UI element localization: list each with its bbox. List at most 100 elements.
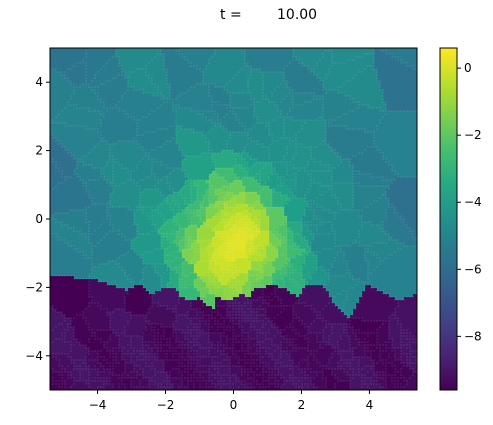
voronoi-edge xyxy=(154,173,156,175)
voronoi-cell-strip xyxy=(257,225,261,229)
voronoi-cell-strip xyxy=(62,333,66,337)
voronoi-cell-strip xyxy=(407,330,417,334)
voronoi-edge xyxy=(292,104,294,106)
voronoi-cell-strip xyxy=(176,351,183,355)
voronoi-cell-strip xyxy=(353,195,381,199)
voronoi-cell-strip xyxy=(371,174,399,178)
voronoi-edge xyxy=(142,68,144,70)
voronoi-cell-strip xyxy=(140,282,162,286)
voronoi-edge xyxy=(337,116,339,118)
voronoi-cell-strip xyxy=(50,132,102,136)
voronoi-cell-strip xyxy=(227,339,234,343)
voronoi-cell-strip xyxy=(365,372,375,376)
voronoi-cell-strip xyxy=(71,345,87,349)
voronoi-edge xyxy=(262,167,264,169)
voronoi-cell-strip xyxy=(62,222,90,226)
voronoi-edge xyxy=(379,50,381,52)
voronoi-cell-strip xyxy=(185,246,189,250)
voronoi-edge xyxy=(127,179,129,181)
voronoi-cell-strip xyxy=(65,327,69,331)
voronoi-cell-strip xyxy=(401,342,411,346)
voronoi-edge xyxy=(364,173,366,175)
voronoi-cell-strip xyxy=(149,309,174,313)
voronoi-edge xyxy=(106,143,108,145)
voronoi-edge xyxy=(82,155,84,157)
voronoi-cell-strip xyxy=(347,261,369,265)
voronoi-cell-strip xyxy=(197,234,216,238)
voronoi-cell-strip xyxy=(266,387,282,390)
voronoi-cell-strip xyxy=(350,381,363,385)
voronoi-cell-strip xyxy=(407,363,417,367)
voronoi-edge xyxy=(367,65,369,67)
voronoi-cell-strip xyxy=(281,345,288,349)
voronoi-cell-strip xyxy=(395,366,402,370)
voronoi-edge xyxy=(193,155,195,157)
voronoi-cell-strip xyxy=(86,81,90,85)
voronoi-edge xyxy=(208,152,210,154)
voronoi-cell-strip xyxy=(203,78,231,82)
voronoi-cell-strip xyxy=(98,141,108,145)
voronoi-cell-strip xyxy=(293,102,303,106)
voronoi-cell-strip xyxy=(227,252,234,256)
voronoi-cell-strip xyxy=(371,357,381,361)
voronoi-edge xyxy=(265,209,267,211)
voronoi-cell-strip xyxy=(278,174,285,178)
voronoi-cell-strip xyxy=(194,381,201,385)
voronoi-cell-strip xyxy=(197,378,204,382)
voronoi-cell-strip xyxy=(176,339,183,343)
voronoi-edge xyxy=(394,110,396,112)
voronoi-cell-strip xyxy=(203,300,216,304)
voronoi-cell-strip xyxy=(251,246,258,250)
voronoi-cell-strip xyxy=(164,216,174,220)
voronoi-cell-strip xyxy=(308,324,327,328)
voronoi-cell-strip xyxy=(143,285,162,289)
voronoi-cell-strip xyxy=(140,198,165,202)
voronoi-cell-strip xyxy=(98,240,132,244)
voronoi-edge xyxy=(235,119,237,121)
voronoi-cell-strip xyxy=(125,369,132,373)
voronoi-cell-strip xyxy=(227,237,234,241)
voronoi-cell-strip xyxy=(302,264,318,268)
voronoi-edge xyxy=(226,182,228,184)
voronoi-cell-strip xyxy=(329,48,375,52)
voronoi-cell-strip xyxy=(50,141,60,145)
voronoi-cell-strip xyxy=(110,375,120,379)
voronoi-edge xyxy=(376,107,378,109)
voronoi-edge xyxy=(379,197,381,199)
voronoi-cell-strip xyxy=(236,204,249,208)
voronoi-cell-strip xyxy=(239,294,246,298)
voronoi-edge xyxy=(250,137,252,139)
voronoi-cell-strip xyxy=(341,291,348,295)
voronoi-edge xyxy=(220,152,222,154)
voronoi-cell-strip xyxy=(167,126,177,130)
voronoi-edge xyxy=(388,185,390,187)
voronoi-cell-strip xyxy=(275,315,294,319)
voronoi-edge xyxy=(241,152,243,154)
voronoi-cell-strip xyxy=(290,357,306,361)
voronoi-cell-strip xyxy=(200,216,207,220)
voronoi-cell-strip xyxy=(50,99,69,103)
voronoi-cell-strip xyxy=(344,309,354,313)
voronoi-cell-strip xyxy=(344,273,351,277)
voronoi-cell-strip xyxy=(245,243,252,247)
voronoi-cell-strip xyxy=(161,93,171,97)
voronoi-edge xyxy=(361,56,363,58)
voronoi-edge xyxy=(235,161,237,163)
voronoi-edge xyxy=(220,122,222,124)
voronoi-cell-strip xyxy=(221,285,228,289)
voronoi-cell-strip xyxy=(308,186,330,190)
voronoi-cell-strip xyxy=(266,306,285,310)
voronoi-edge xyxy=(172,200,174,202)
voronoi-cell-strip xyxy=(227,309,234,313)
voronoi-edge xyxy=(376,176,378,178)
voronoi-cell-strip xyxy=(50,261,93,265)
voronoi-edge xyxy=(61,173,63,175)
voronoi-edge xyxy=(85,83,87,85)
voronoi-cell-strip xyxy=(233,207,246,211)
voronoi-cell-strip xyxy=(212,99,231,103)
voronoi-edge xyxy=(370,173,372,175)
voronoi-cell-strip xyxy=(182,369,186,373)
voronoi-cell-strip xyxy=(383,96,417,100)
voronoi-cell-strip xyxy=(164,261,183,265)
voronoi-cell-strip xyxy=(245,159,258,163)
